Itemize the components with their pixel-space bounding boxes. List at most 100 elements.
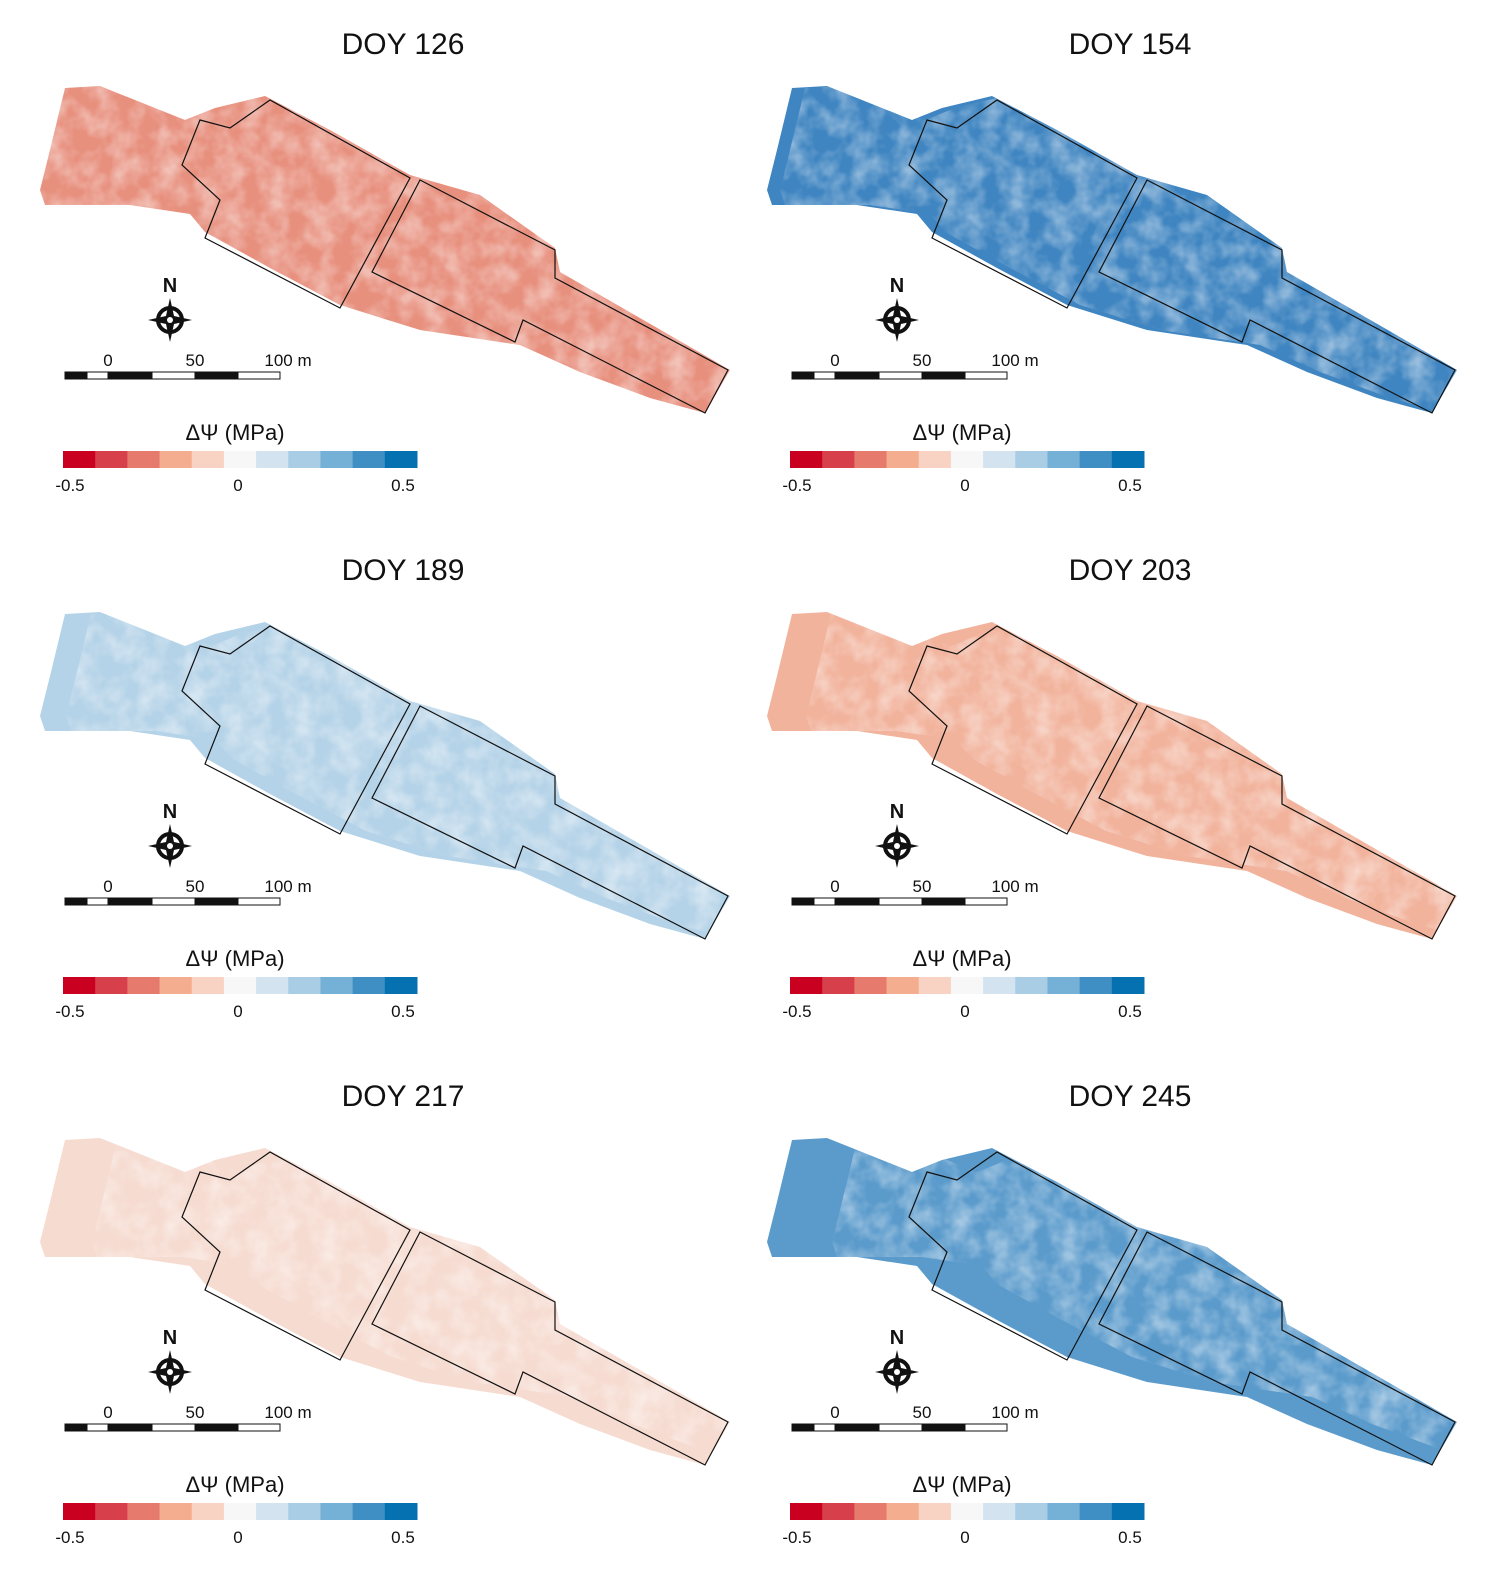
scale-segment bbox=[834, 897, 880, 906]
legend-label: 0 bbox=[233, 1002, 242, 1021]
scale-label: 100 m bbox=[264, 1403, 311, 1422]
scale-label: 50 bbox=[186, 877, 205, 896]
legend-swatch bbox=[159, 977, 193, 994]
field-texture bbox=[806, 612, 1496, 939]
legend-title: ΔΨ (MPa) bbox=[185, 946, 284, 971]
legend-swatch bbox=[983, 977, 1016, 994]
legend-swatch bbox=[1047, 977, 1081, 994]
compass-center bbox=[167, 843, 173, 849]
scale-segment bbox=[194, 1423, 239, 1432]
map-panel: DOY 189 N 0 50 100 m ΔΨ (MPa) -0.5 0 0.5 bbox=[40, 554, 756, 1021]
legend-swatch bbox=[854, 1503, 888, 1520]
map-panel: DOY 203 N 0 50 100 m ΔΨ (MPa) -0.5 0 0.5 bbox=[767, 554, 1496, 1021]
legend-swatch bbox=[320, 451, 354, 468]
legend-swatch bbox=[918, 977, 952, 994]
legend-swatch bbox=[320, 1503, 354, 1520]
scale-segment bbox=[791, 897, 815, 906]
panel-title: DOY 217 bbox=[342, 1080, 465, 1113]
scale-label: 50 bbox=[913, 877, 932, 896]
legend-swatch bbox=[1111, 451, 1145, 468]
legend-swatch bbox=[95, 451, 128, 468]
scale-segment bbox=[791, 1423, 815, 1432]
map-panel: DOY 154 N 0 50 100 m ΔΨ (MPa) -0.5 0 0.5 bbox=[767, 28, 1470, 495]
legend-swatch bbox=[983, 1503, 1016, 1520]
north-label: N bbox=[163, 275, 177, 297]
legend-swatch bbox=[352, 451, 386, 468]
legend-label: 0.5 bbox=[391, 476, 415, 495]
legend-swatch bbox=[191, 977, 225, 994]
legend-swatch bbox=[1015, 977, 1048, 994]
legend-swatch bbox=[352, 1503, 386, 1520]
legend-swatch bbox=[983, 451, 1016, 468]
legend-label: -0.5 bbox=[55, 1002, 84, 1021]
legend-swatch bbox=[384, 977, 418, 994]
north-label: N bbox=[163, 801, 177, 823]
scale-segment bbox=[791, 371, 815, 380]
scale-segment bbox=[237, 1423, 281, 1432]
plot-outline bbox=[371, 179, 729, 414]
legend-title: ΔΨ (MPa) bbox=[912, 420, 1011, 445]
legend-swatch bbox=[127, 1503, 161, 1520]
legend-swatch bbox=[854, 977, 888, 994]
legend-swatch bbox=[1079, 977, 1113, 994]
plot-outline bbox=[908, 1151, 1138, 1361]
scale-segment bbox=[964, 371, 1008, 380]
legend-swatch bbox=[159, 1503, 193, 1520]
scale-label: 100 m bbox=[264, 351, 311, 370]
scale-segment bbox=[151, 897, 196, 906]
legend-swatch bbox=[1111, 1503, 1145, 1520]
legend-label: 0 bbox=[960, 1528, 969, 1547]
legend-swatch bbox=[288, 451, 321, 468]
scale-segment bbox=[964, 1423, 1008, 1432]
scale-segment bbox=[151, 371, 196, 380]
panel-title: DOY 189 bbox=[342, 554, 465, 587]
scale-segment bbox=[107, 1423, 153, 1432]
plot-outline bbox=[1098, 1231, 1456, 1466]
plot-outline bbox=[181, 1151, 411, 1361]
legend-label: 0 bbox=[960, 476, 969, 495]
legend-swatch bbox=[191, 1503, 225, 1520]
plot-outline bbox=[1098, 705, 1456, 940]
scale-segment bbox=[86, 1423, 109, 1432]
legend-label: 0.5 bbox=[391, 1528, 415, 1547]
plot-outline bbox=[908, 625, 1138, 835]
scale-segment bbox=[237, 897, 281, 906]
scale-segment bbox=[921, 1423, 966, 1432]
legend-swatch bbox=[822, 451, 855, 468]
scale-label: 0 bbox=[103, 877, 112, 896]
plot-outline bbox=[908, 99, 1138, 309]
field-texture bbox=[40, 86, 730, 413]
plot-outline bbox=[371, 705, 729, 940]
scale-label: 0 bbox=[103, 351, 112, 370]
legend-swatch bbox=[63, 1503, 96, 1520]
legend-swatch bbox=[790, 977, 823, 994]
scale-segment bbox=[86, 897, 109, 906]
scale-segment bbox=[964, 897, 1008, 906]
plot-outline bbox=[181, 99, 411, 309]
panel-title: DOY 154 bbox=[1069, 28, 1192, 61]
map-panel: DOY 217 N 0 50 100 m ΔΨ (MPa) -0.5 0 0.5 bbox=[40, 1080, 782, 1547]
scale-segment bbox=[107, 897, 153, 906]
scale-label: 50 bbox=[913, 351, 932, 370]
scale-segment bbox=[834, 1423, 880, 1432]
compass-center bbox=[894, 1369, 900, 1375]
panel-title: DOY 126 bbox=[342, 28, 465, 61]
legend-label: -0.5 bbox=[55, 476, 84, 495]
legend-label: -0.5 bbox=[782, 1002, 811, 1021]
legend-label: 0.5 bbox=[1118, 1002, 1142, 1021]
legend-swatch bbox=[223, 451, 257, 468]
legend-swatch bbox=[127, 451, 161, 468]
north-label: N bbox=[890, 275, 904, 297]
legend-swatch bbox=[1015, 1503, 1048, 1520]
scale-segment bbox=[194, 897, 239, 906]
legend-swatch bbox=[63, 451, 96, 468]
scale-label: 100 m bbox=[991, 1403, 1038, 1422]
legend-swatch bbox=[256, 1503, 289, 1520]
legend-label: -0.5 bbox=[55, 1528, 84, 1547]
compass-center bbox=[167, 1369, 173, 1375]
scale-segment bbox=[878, 371, 923, 380]
legend-swatch bbox=[159, 451, 193, 468]
legend-swatch bbox=[256, 451, 289, 468]
